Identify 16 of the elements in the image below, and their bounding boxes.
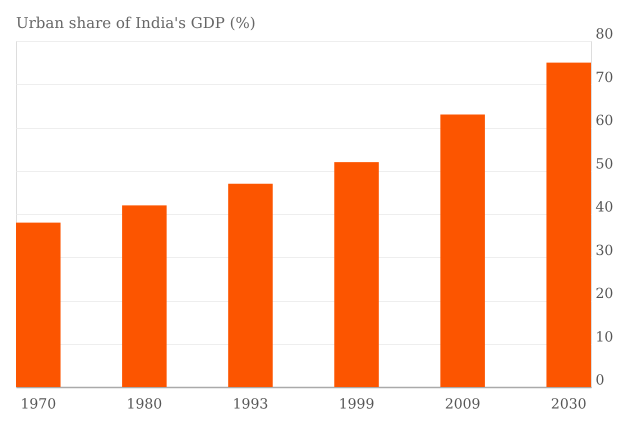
y-tick-label: 80 bbox=[596, 26, 614, 42]
y-tick-label: 60 bbox=[596, 113, 614, 129]
x-tick-label: 2009 bbox=[444, 396, 480, 412]
x-tick-label: 1999 bbox=[338, 396, 374, 412]
x-tick-label: 1970 bbox=[20, 396, 56, 412]
x-tick-label: 1980 bbox=[126, 396, 162, 412]
y-tick-label: 0 bbox=[596, 372, 604, 388]
chart-title: Urban share of India's GDP (%) bbox=[16, 14, 256, 32]
y-tick-label: 70 bbox=[596, 70, 614, 86]
y-tick-label: 40 bbox=[596, 200, 614, 216]
x-tick-label: 2030 bbox=[550, 396, 587, 412]
y-tick-label: 10 bbox=[596, 329, 614, 346]
y-tick-label: 30 bbox=[596, 242, 614, 259]
y-tick-label: 50 bbox=[596, 156, 614, 172]
y-tick-label: 20 bbox=[596, 286, 614, 302]
x-tick-label: 1993 bbox=[232, 396, 268, 412]
